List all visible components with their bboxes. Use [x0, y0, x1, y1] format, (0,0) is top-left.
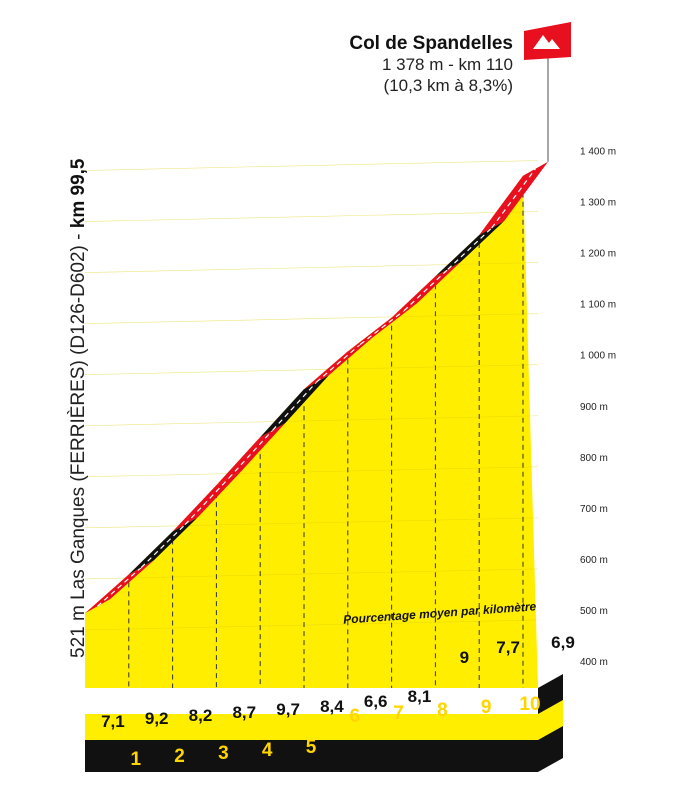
road-segment [216, 423, 286, 486]
y-tick-label: 1 300 m [580, 198, 616, 209]
road-centerline [316, 343, 361, 383]
mountain-icon [533, 35, 560, 49]
elevation-gridline [84, 313, 539, 324]
road-centerline [403, 268, 449, 312]
y-tick-label: 1 000 m [580, 351, 616, 362]
elevation-gridline [84, 568, 539, 580]
base-right [538, 674, 563, 714]
grade-band [85, 700, 563, 740]
grade-label: 9 [460, 648, 469, 667]
summit-climb-stats: (10,3 km à 8,3%) [384, 76, 513, 95]
profile-area [85, 175, 538, 688]
km-gridlines [84, 160, 539, 688]
road-centerline [272, 381, 317, 431]
summit-altitude-km: 1 378 m - km 110 [382, 55, 513, 74]
km-label: 5 [306, 737, 317, 758]
summit-flag [524, 22, 571, 162]
grade-label: 9,7 [276, 700, 300, 719]
elevation-gridline [84, 160, 539, 171]
elevation-gridline [84, 262, 539, 273]
km-label: 6 [350, 706, 361, 727]
grade-label: 7,7 [496, 638, 520, 657]
y-tick-label: 700 m [580, 504, 608, 515]
grade-label: 8,1 [408, 687, 432, 706]
start-label: 521 m Las Ganques (FERRIÈRES) (D126-D602… [68, 228, 89, 658]
grade-label: 8,7 [232, 703, 256, 722]
grade-label: 8,4 [320, 697, 344, 716]
km-base [85, 674, 563, 772]
grade-label: 6,6 [364, 692, 388, 711]
y-tick-label: 1 400 m [580, 147, 616, 158]
y-tick-label: 500 m [580, 606, 608, 617]
road-centerline [140, 524, 186, 568]
profile-fill [85, 175, 538, 688]
grade-label: 7,1 [101, 712, 125, 731]
elevation-gridline [84, 415, 539, 427]
km-label: 1 [131, 749, 142, 770]
km-labels: 1 2 3 4 5 6 7 8 9 10 [131, 694, 541, 770]
y-tick-label: 800 m [580, 453, 608, 464]
km-label: 10 [519, 694, 540, 715]
km-label: 3 [218, 743, 229, 764]
elevation-gridline [84, 364, 539, 375]
y-tick-label: 600 m [580, 555, 608, 566]
summit-name: Col de Spandelles [349, 33, 513, 54]
km-label: 7 [393, 703, 404, 724]
elevation-gridline [84, 211, 539, 222]
elevation-gridline [84, 466, 539, 478]
road-line [85, 161, 548, 614]
grade-label: 6,9 [551, 633, 575, 652]
y-axis-ticks: 400 m 500 m 600 m 700 m 800 m 900 m 1 000 m 1 1… [580, 147, 616, 669]
start-km: km 99,5 [68, 158, 89, 228]
km-label: 8 [437, 700, 448, 721]
km-label: 4 [262, 740, 273, 761]
road-centerline [97, 566, 142, 607]
y-tick-label: 1 100 m [580, 300, 616, 311]
grade-labels: 7,1 9,2 8,2 8,7 9,7 8,4 6,6 8,1 9 7,7 6,9 [101, 633, 575, 731]
road-centerline [359, 310, 405, 345]
km-band [85, 726, 563, 772]
road-centerline [447, 227, 493, 270]
y-tick-label: 900 m [580, 402, 608, 413]
elevation-gridline [84, 517, 539, 529]
road-centerline [184, 477, 230, 525]
grade-label: 8,2 [189, 706, 213, 725]
road-centerline [491, 168, 536, 229]
elevation-gridline [84, 619, 539, 631]
y-tick-label: 1 200 m [580, 249, 616, 260]
grade-label: 9,2 [145, 709, 169, 728]
start-info: 521 m Las Ganques (FERRIÈRES) (D126-D602… [68, 158, 89, 658]
y-tick-label: 400 m [580, 657, 608, 668]
km-label: 2 [174, 746, 185, 767]
road-centerline [228, 429, 274, 479]
km-label: 9 [481, 697, 492, 718]
road-segment [260, 375, 329, 438]
